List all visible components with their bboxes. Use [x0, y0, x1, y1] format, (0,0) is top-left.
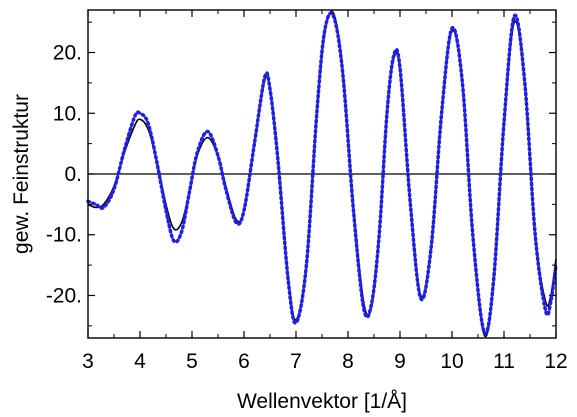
x-tick-label: 3: [82, 350, 94, 373]
x-tick-label: 11: [493, 350, 515, 373]
y-tick-label: 20.: [53, 42, 82, 65]
x-tick-label: 6: [238, 350, 250, 373]
y-tick-label: -20.: [46, 284, 82, 307]
x-axis-title: Wellenvektor [1/Å]: [237, 390, 407, 413]
y-tick-label: 0.: [64, 163, 82, 186]
x-tick-label: 8: [342, 350, 354, 373]
y-tick-label: 10.: [53, 102, 82, 125]
x-tick-label: 7: [290, 350, 302, 373]
x-tick-label: 9: [394, 350, 406, 373]
x-tick-label: 5: [186, 350, 198, 373]
x-tick-label: 12: [544, 350, 567, 373]
y-tick-label: -10.: [46, 224, 82, 247]
fit-curve: [87, 10, 557, 338]
tick-labels: 3 4 5 6 7 8 9 10 11 12 -20. -10. 0. 10. 20.: [46, 42, 568, 373]
x-tick-label: 10: [440, 350, 463, 373]
plot-frame: [87, 9, 557, 339]
x-tick-label: 4: [134, 350, 146, 373]
y-axis-title: gew. Feinstruktur: [10, 94, 33, 254]
data-curve: [86, 11, 558, 336]
